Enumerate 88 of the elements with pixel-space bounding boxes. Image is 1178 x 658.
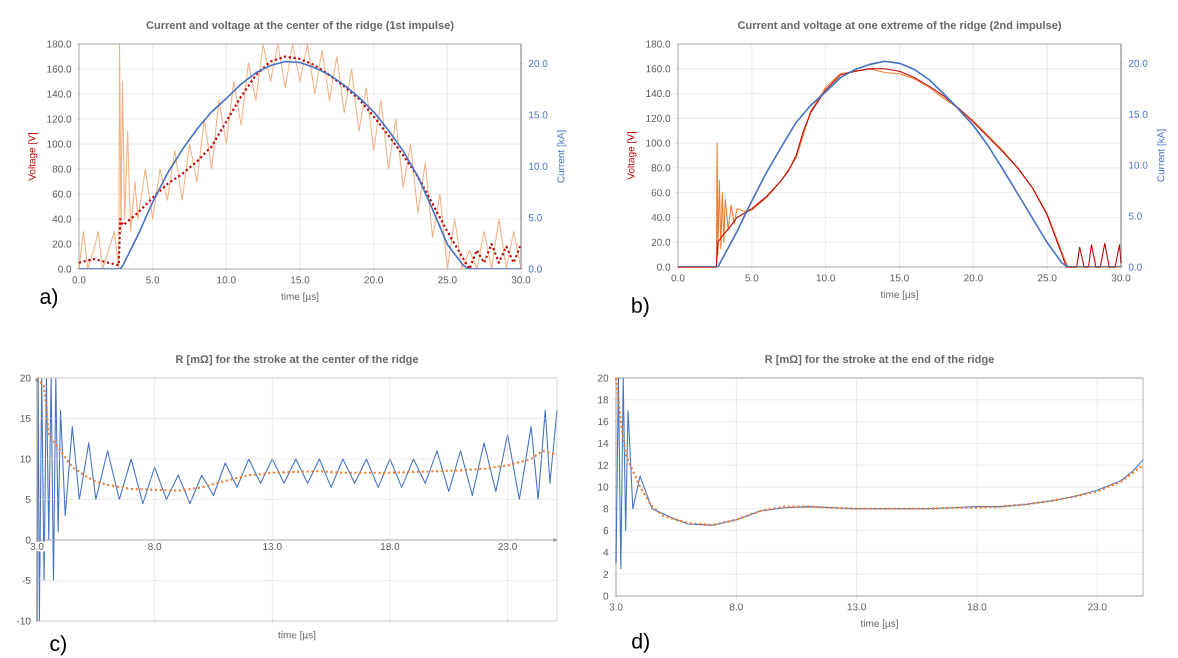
y-tick-label: 180.0	[47, 40, 72, 48]
y2-tick-label: 0.0	[1128, 263, 1142, 271]
y-tick-label: 2	[603, 570, 609, 578]
x-tick-label: 25.0	[1037, 274, 1057, 282]
x-tick-label: 0.0	[72, 276, 86, 284]
y-tick-label: -10	[16, 617, 31, 625]
y-tick-label: 120.0	[646, 114, 671, 122]
x-tick-label: 23.0	[1088, 603, 1107, 611]
x-tick-label: 13.0	[263, 542, 282, 551]
x-tick-label: 3.0	[30, 542, 44, 551]
x-axis-title: time [µs]	[278, 631, 316, 641]
y-tick-label: 12	[598, 461, 609, 469]
y-tick-label: 4	[603, 548, 609, 556]
x-tick-label: 23.0	[498, 542, 517, 551]
y-tick-label: 0.0	[58, 265, 72, 273]
y2-tick-label: 15.0	[529, 111, 548, 119]
chart-title: Current and voltage at the center of the ridge (1st impulse)	[146, 20, 454, 32]
chart-title: R [mΩ] for the stroke at the center of the ridge	[176, 354, 419, 366]
x-axis-title: time [µs]	[281, 292, 319, 302]
x-tick-label: 25.0	[438, 276, 457, 284]
text: a)	[40, 288, 58, 309]
y-tick-label: 40.0	[651, 213, 671, 221]
y-axis-title: Voltage [V]	[627, 132, 637, 180]
text: b)	[632, 297, 649, 318]
x-tick-label: 8.0	[729, 603, 743, 611]
x-tick-label: 13.0	[847, 603, 866, 611]
y-tick-label: 0	[603, 592, 609, 600]
y-tick-label: 60.0	[651, 189, 671, 197]
y-tick-label: 140.0	[47, 90, 72, 98]
x-tick-label: 20.0	[964, 274, 983, 282]
x-tick-label: 20.0	[364, 276, 383, 284]
y-tick-label: 180.0	[646, 40, 671, 48]
x-tick-label: 18.0	[967, 603, 987, 611]
x-tick-label: 30.0	[511, 276, 531, 284]
x-tick-label: 18.0	[380, 542, 400, 551]
y-tick-label: 160.0	[47, 65, 72, 73]
y-tick-label: 20	[598, 374, 609, 382]
x-tick-label: 15.0	[291, 276, 310, 284]
y-tick-label: 40.0	[52, 215, 72, 223]
y-tick-label: 120.0	[47, 115, 72, 123]
y-tick-label: 10	[598, 483, 609, 491]
y-tick-label: 100.0	[646, 139, 671, 147]
y-tick-label: 100.0	[47, 140, 72, 148]
chart-title: Current and voltage at one extreme of the ridge (2nd impulse)	[737, 20, 1061, 32]
y-tick-label: 80.0	[651, 164, 671, 172]
x-tick-label: 30.0	[1111, 274, 1131, 282]
y2-axis-title: Current [kA]	[1157, 129, 1167, 182]
text: c)	[50, 635, 66, 656]
y-tick-label: 0	[25, 536, 31, 544]
y-tick-label: 8	[603, 505, 609, 513]
y-tick-label: 160.0	[646, 65, 671, 73]
y2-tick-label: 20.0	[528, 59, 548, 68]
x-tick-label: 15.0	[890, 274, 909, 282]
y-axis-title: Voltage [V]	[28, 133, 38, 181]
x-tick-label: 5.0	[745, 274, 759, 282]
y-tick-label: 80.0	[52, 165, 72, 173]
y-tick-label: 10	[20, 455, 31, 463]
y2-axis-title: Current [kA]	[557, 130, 567, 183]
x-axis-title: time [µs]	[880, 290, 918, 300]
x-tick-label: 0.0	[671, 274, 685, 282]
y-tick-label: 5	[25, 496, 31, 503]
y-tick-label: 0.0	[657, 263, 671, 271]
chart-title: R [mΩ] for the stroke at the end of the ridge	[765, 354, 994, 366]
y-tick-label: 60.0	[52, 190, 72, 198]
y-tick-label: 6	[603, 527, 609, 535]
y-tick-label: 18	[598, 396, 609, 404]
y2-tick-label: 5.0	[528, 214, 542, 222]
text: d)	[632, 632, 649, 653]
x-tick-label: 5.0	[146, 276, 160, 284]
y-tick-label: 20.0	[651, 238, 671, 246]
y2-tick-label: 20.0	[1128, 59, 1148, 67]
x-axis-title: time [µs]	[860, 619, 898, 629]
y-tick-label: 15	[20, 415, 31, 422]
y2-tick-label: 15.0	[1129, 110, 1148, 118]
y-tick-label: 20	[20, 374, 31, 382]
y-tick-label: -5	[22, 577, 31, 584]
y2-tick-label: 10.0	[529, 162, 548, 170]
y-tick-label: 140.0	[646, 90, 671, 98]
y-tick-label: 20.0	[52, 240, 72, 248]
y-tick-label: 16	[598, 418, 609, 426]
y2-tick-label: 10.0	[1129, 161, 1148, 169]
x-tick-label: 3.0	[609, 603, 623, 611]
y-tick-label: 14	[598, 439, 609, 447]
y2-tick-label: 0.0	[528, 265, 542, 273]
x-tick-label: 8.0	[148, 542, 162, 551]
x-tick-label: 10.0	[816, 274, 836, 282]
x-tick-label: 10.0	[217, 276, 236, 284]
y2-tick-label: 5.0	[1128, 212, 1142, 220]
